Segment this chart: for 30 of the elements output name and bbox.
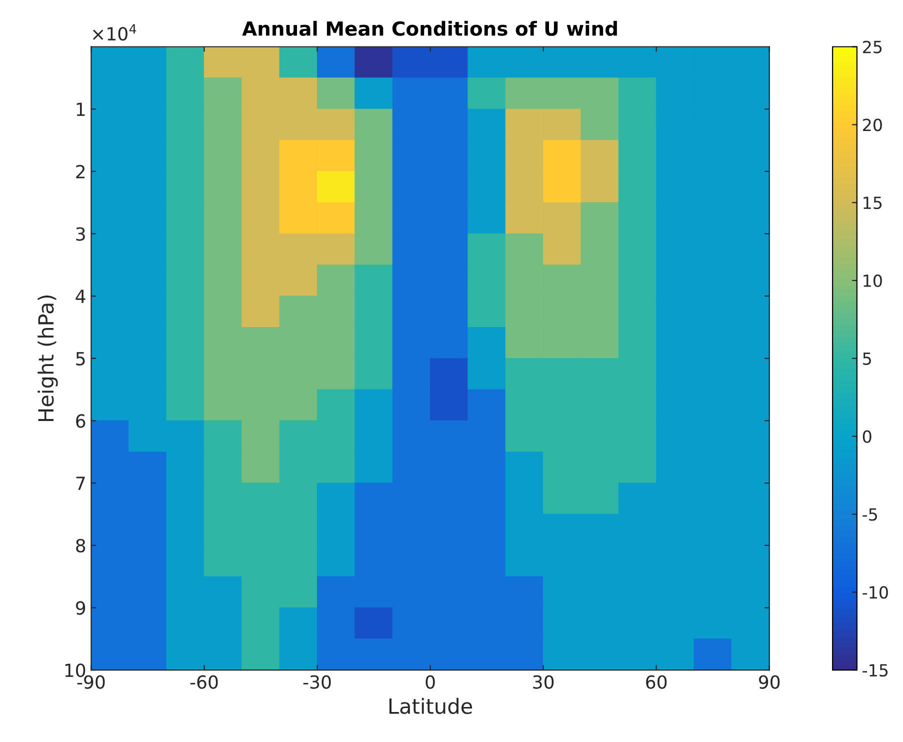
chart-title: Annual Mean Conditions of U wind [242, 20, 617, 36]
text: ×10$^{4}$ [93, 24, 136, 41]
x-axis-title: Latitude [389, 698, 472, 714]
y-tick-label: 5 [76, 352, 85, 366]
x-tick-label: -30 [303, 675, 331, 689]
x-tick-label: -60 [190, 675, 218, 689]
x-tick-label: 30 [533, 675, 554, 689]
color-bar-label: -10 [862, 586, 888, 599]
x-tick-label: -90 [77, 675, 105, 689]
y-tick-label: 10 [65, 663, 86, 678]
y-tick-label: 2 [76, 164, 85, 178]
color-bar-label: 25 [863, 40, 882, 54]
color-bar-label: -15 [862, 664, 888, 677]
color-bar-label: 10 [864, 274, 882, 288]
x-tick-label: 0 [426, 675, 435, 689]
x-tick-label: 90 [759, 675, 780, 689]
color-bar-label: 20 [863, 118, 882, 132]
y-tick-label: 7 [76, 476, 85, 490]
color-bar-label: 5 [863, 352, 871, 365]
color-bar-label: -5 [862, 508, 877, 521]
color-bar-label: 0 [862, 430, 872, 443]
y-tick-label: 4 [76, 290, 86, 303]
y-tick-label: 8 [76, 538, 86, 552]
y-axis-title: Height (hPa) [38, 296, 58, 422]
y-tick-label: 1 [76, 102, 85, 116]
x-tick-label: 60 [646, 675, 667, 689]
y-tick-label: 6 [76, 414, 86, 428]
y-tick-label: 9 [76, 601, 86, 615]
color-bar-label: 15 [864, 196, 882, 210]
y-tick-label: 3 [76, 227, 85, 241]
